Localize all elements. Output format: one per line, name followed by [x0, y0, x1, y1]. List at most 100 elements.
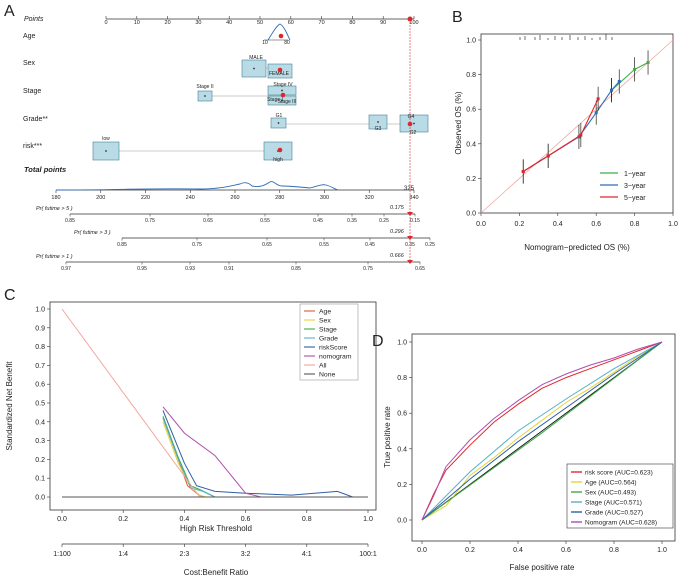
category-point [277, 122, 280, 124]
nomogram-tick-label: high [273, 157, 283, 163]
roc-curve [421, 341, 663, 521]
category-point [204, 95, 206, 97]
total-tick-label: 260 [230, 195, 239, 201]
y-tick-label: 1.0 [35, 307, 45, 314]
probability-tick-label: 0.75 [192, 242, 202, 248]
x-tick-label: 0.2 [118, 516, 128, 523]
points-tick-label: 90 [380, 20, 386, 26]
ideal-diagonal [480, 39, 674, 214]
legend-label: nomogram [319, 354, 352, 361]
y-tick-label: 0.4 [397, 446, 407, 453]
panel-label-b: B [452, 9, 463, 26]
total-tick-label: 320 [365, 195, 374, 201]
dca-xlabel: High Risk Threshold [180, 524, 252, 533]
legend-label: All [319, 363, 327, 370]
roc-curve [421, 341, 663, 521]
legend-label: Age (AUC=0.564) [585, 480, 637, 487]
decision-curve-panel: 0.0 0.2 0.4 0.6 0.8 1.0 1:100 1:4 2:3 3:2 4:1 100:1… [5, 301, 377, 577]
x-tick-label: 0.6 [591, 221, 601, 228]
roc-ylabel: True positive rate [383, 406, 392, 468]
decision-curve [162, 406, 368, 498]
probability-tick-label: 0.45 [313, 218, 323, 224]
total-tick-label: 340 [409, 195, 418, 201]
probability-tick-label: 0.75 [363, 266, 373, 272]
points-tick-label: 0 [104, 20, 107, 26]
probability-row-label: Pr( futime > 5 ) [36, 206, 73, 212]
x2-tick-label: 3:2 [241, 551, 251, 558]
x-tick-label: 0.4 [513, 547, 523, 554]
y-tick-label: 0.2 [35, 457, 45, 464]
selected-value-dot [277, 147, 283, 153]
y-tick-label: 0.3 [35, 438, 45, 445]
probability-tick-label: 0.85 [291, 266, 301, 272]
x-tick-label: 1.0 [363, 516, 373, 523]
nomogram-tick-label: low [102, 136, 110, 142]
roc-legend: risk score (AUC=0.623) Age (AUC=0.564) Sex… [571, 470, 657, 527]
probability-value: 0.175 [390, 205, 405, 211]
x2-tick-label: 1:4 [118, 551, 128, 558]
legend-label: Nomogram (AUC=0.628) [585, 520, 657, 527]
nomogram-tick-label: Stage I [267, 97, 283, 103]
roc-curve [421, 341, 663, 521]
nomogram-tick-label: FEMALE [269, 71, 290, 77]
probability-tick-label: 0.65 [262, 242, 272, 248]
density-curve [55, 181, 339, 191]
calibration-series [521, 50, 650, 184]
panel-label-d: D [372, 333, 384, 350]
x-tick-label: 0.2 [515, 221, 525, 228]
dca-legend: Age Sex Stage Grade riskScore nomogram All None [304, 309, 352, 379]
calibration-point [596, 97, 600, 101]
calibration-point [633, 67, 637, 71]
legend-label: 5−year [624, 195, 646, 202]
points-tick-label: 100 [409, 20, 418, 26]
nomogram-tick-label: Stage IV [273, 82, 293, 88]
nomogram-row-label: Sex [23, 60, 36, 67]
points-tick-label: 70 [319, 20, 325, 26]
calibration-plot-area [480, 33, 674, 214]
x-tick-label: 0.0 [57, 516, 67, 523]
probability-tick-label: 0.15 [410, 218, 420, 224]
roc-panel: 0.0 0.0 0.2 0.2 0.4 0.4 0.6 0.6 0.8 0.8 1.0 1.0 ris… [383, 333, 676, 572]
legend-label: Age [319, 309, 331, 316]
points-tick-label: 60 [288, 20, 294, 26]
probability-tick-label: 0.65 [203, 218, 213, 224]
category-point [413, 122, 415, 125]
legend-label: riskScore [319, 345, 348, 352]
dca-axes: 0.0 0.2 0.4 0.6 0.8 1.0 1:100 1:4 2:3 3:2 4:1 100:1… [35, 307, 377, 559]
total-tick-label: 240 [186, 195, 195, 201]
calibration-point [646, 60, 650, 64]
y-tick-label: 0.8 [35, 344, 45, 351]
probability-value: 0.296 [390, 229, 405, 235]
nomogram-row-label: Stage [23, 88, 41, 95]
panel-label-a: A [4, 3, 15, 20]
y-tick-label: 0.6 [35, 382, 45, 389]
y-tick-label: 0.7 [35, 363, 45, 370]
x2-tick-label: 2:3 [180, 551, 190, 558]
nomogram-tick-label: Stage III [278, 99, 297, 105]
nomogram-tick-label: G4 [408, 114, 415, 120]
nomogram-tick-label: G1 [276, 113, 283, 119]
calibration-axes: 0.00.0 0.2 0.2 0.4 0.4 0.6 0.6 0.8 0.8 1.0 1.0 [466, 38, 678, 229]
roc-curve [421, 341, 663, 521]
roc-legend-box [566, 463, 674, 529]
legend-label: Grade (AUC=0.527) [585, 510, 643, 517]
nomogram-row-label: risk*** [23, 143, 42, 150]
decision-curve [61, 308, 201, 498]
nomogram-tick-label: 80 [284, 40, 290, 46]
total-tick-label: 220 [141, 195, 150, 201]
calibration-point [546, 154, 550, 158]
calibration-line [522, 81, 620, 172]
x2-tick-label: 100:1 [359, 551, 377, 558]
probability-tick-label: 0.35 [347, 218, 357, 224]
points-tick-label: 20 [165, 20, 171, 26]
x-tick-label: 0.8 [609, 547, 619, 554]
selected-value-dot [280, 92, 286, 98]
category-point [281, 99, 283, 102]
probability-tick-label: 0.65 [415, 266, 425, 272]
y-tick-label: 1.0 [397, 340, 407, 347]
total-marker-dot [407, 16, 413, 22]
points-tick-label: 10 [134, 20, 140, 26]
total-value-label: 325 [404, 186, 415, 192]
calibration-point [579, 133, 583, 137]
y-tick-label: 0.4 [35, 419, 45, 426]
